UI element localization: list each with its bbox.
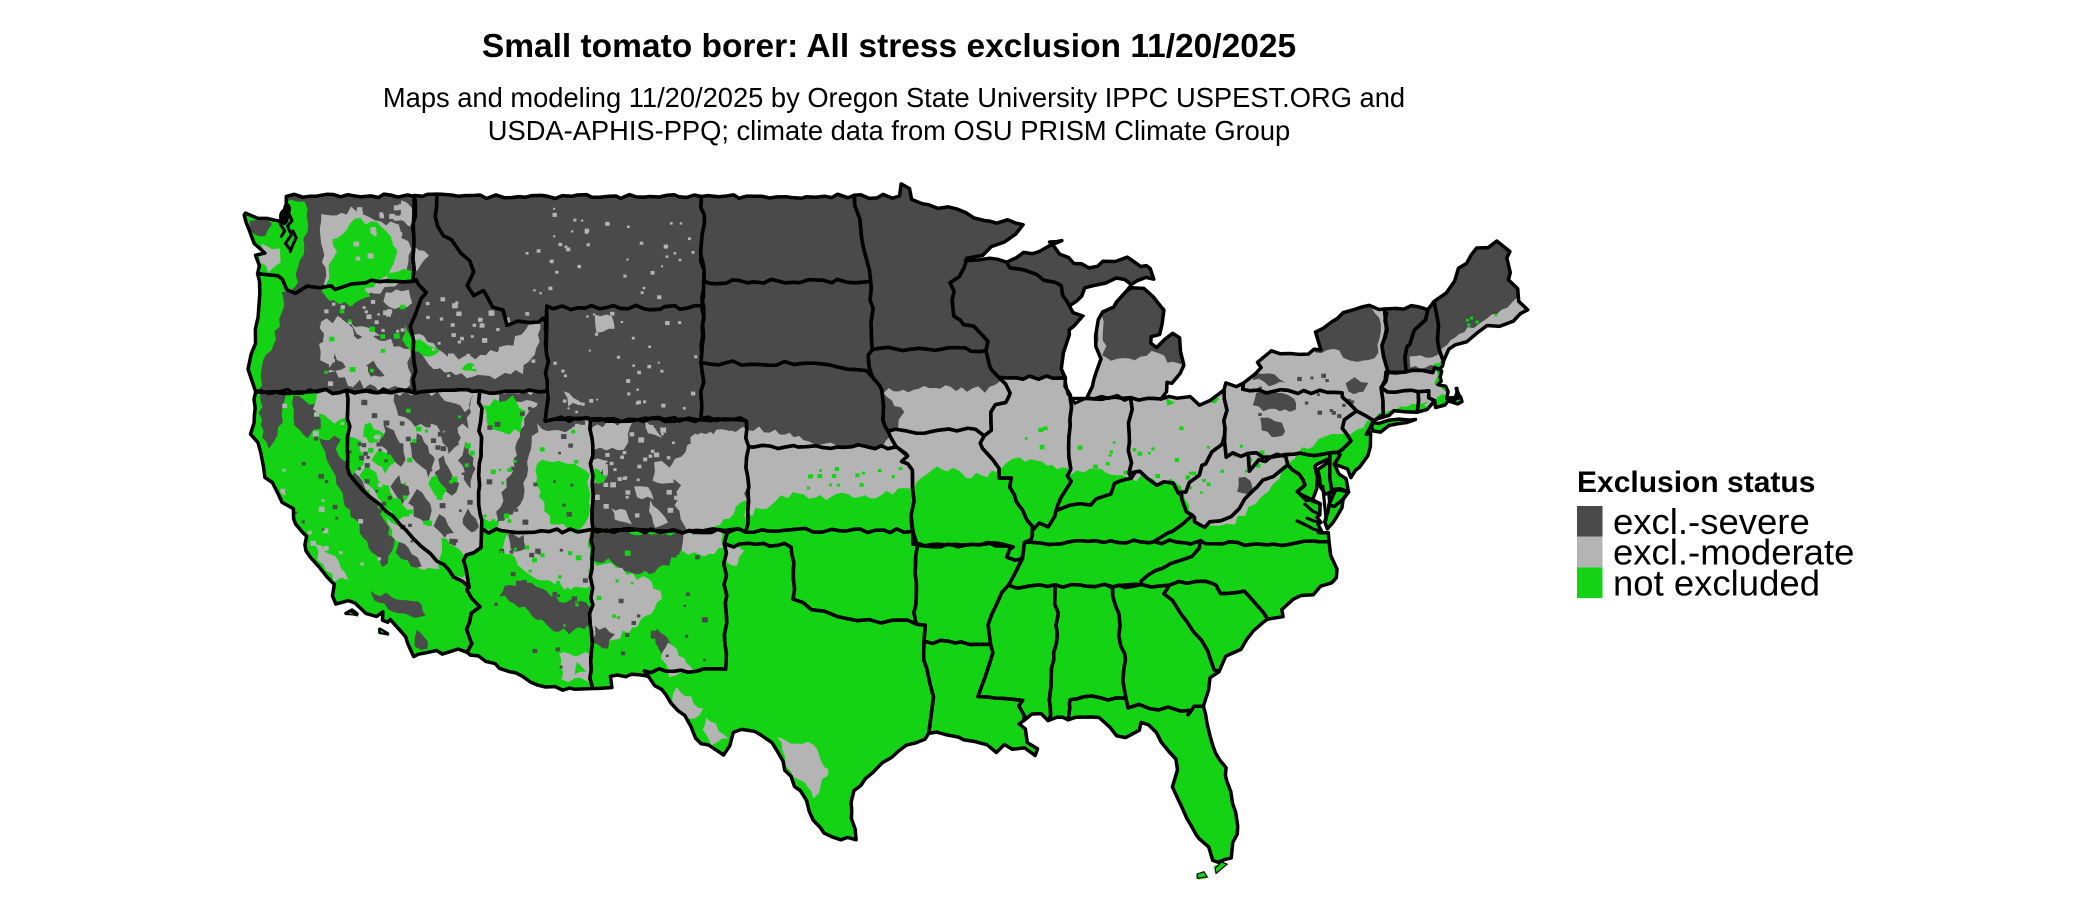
- svg-text:not excluded: not excluded: [1613, 562, 1820, 603]
- svg-text:excl.-moderate: excl.-moderate: [1613, 532, 1854, 573]
- svg-text:Maps and modeling 11/20/2025 b: Maps and modeling 11/20/2025 by Oregon S…: [383, 82, 1405, 113]
- svg-text:Exclusion status: Exclusion status: [1577, 466, 1815, 499]
- svg-text:Small tomato borer: All stress: Small tomato borer: All stress exclusion…: [482, 28, 1296, 65]
- svg-text:excl.-severe: excl.-severe: [1613, 501, 1810, 542]
- svg-text:USDA-APHIS-PPQ; climate data f: USDA-APHIS-PPQ; climate data from OSU PR…: [488, 115, 1290, 146]
